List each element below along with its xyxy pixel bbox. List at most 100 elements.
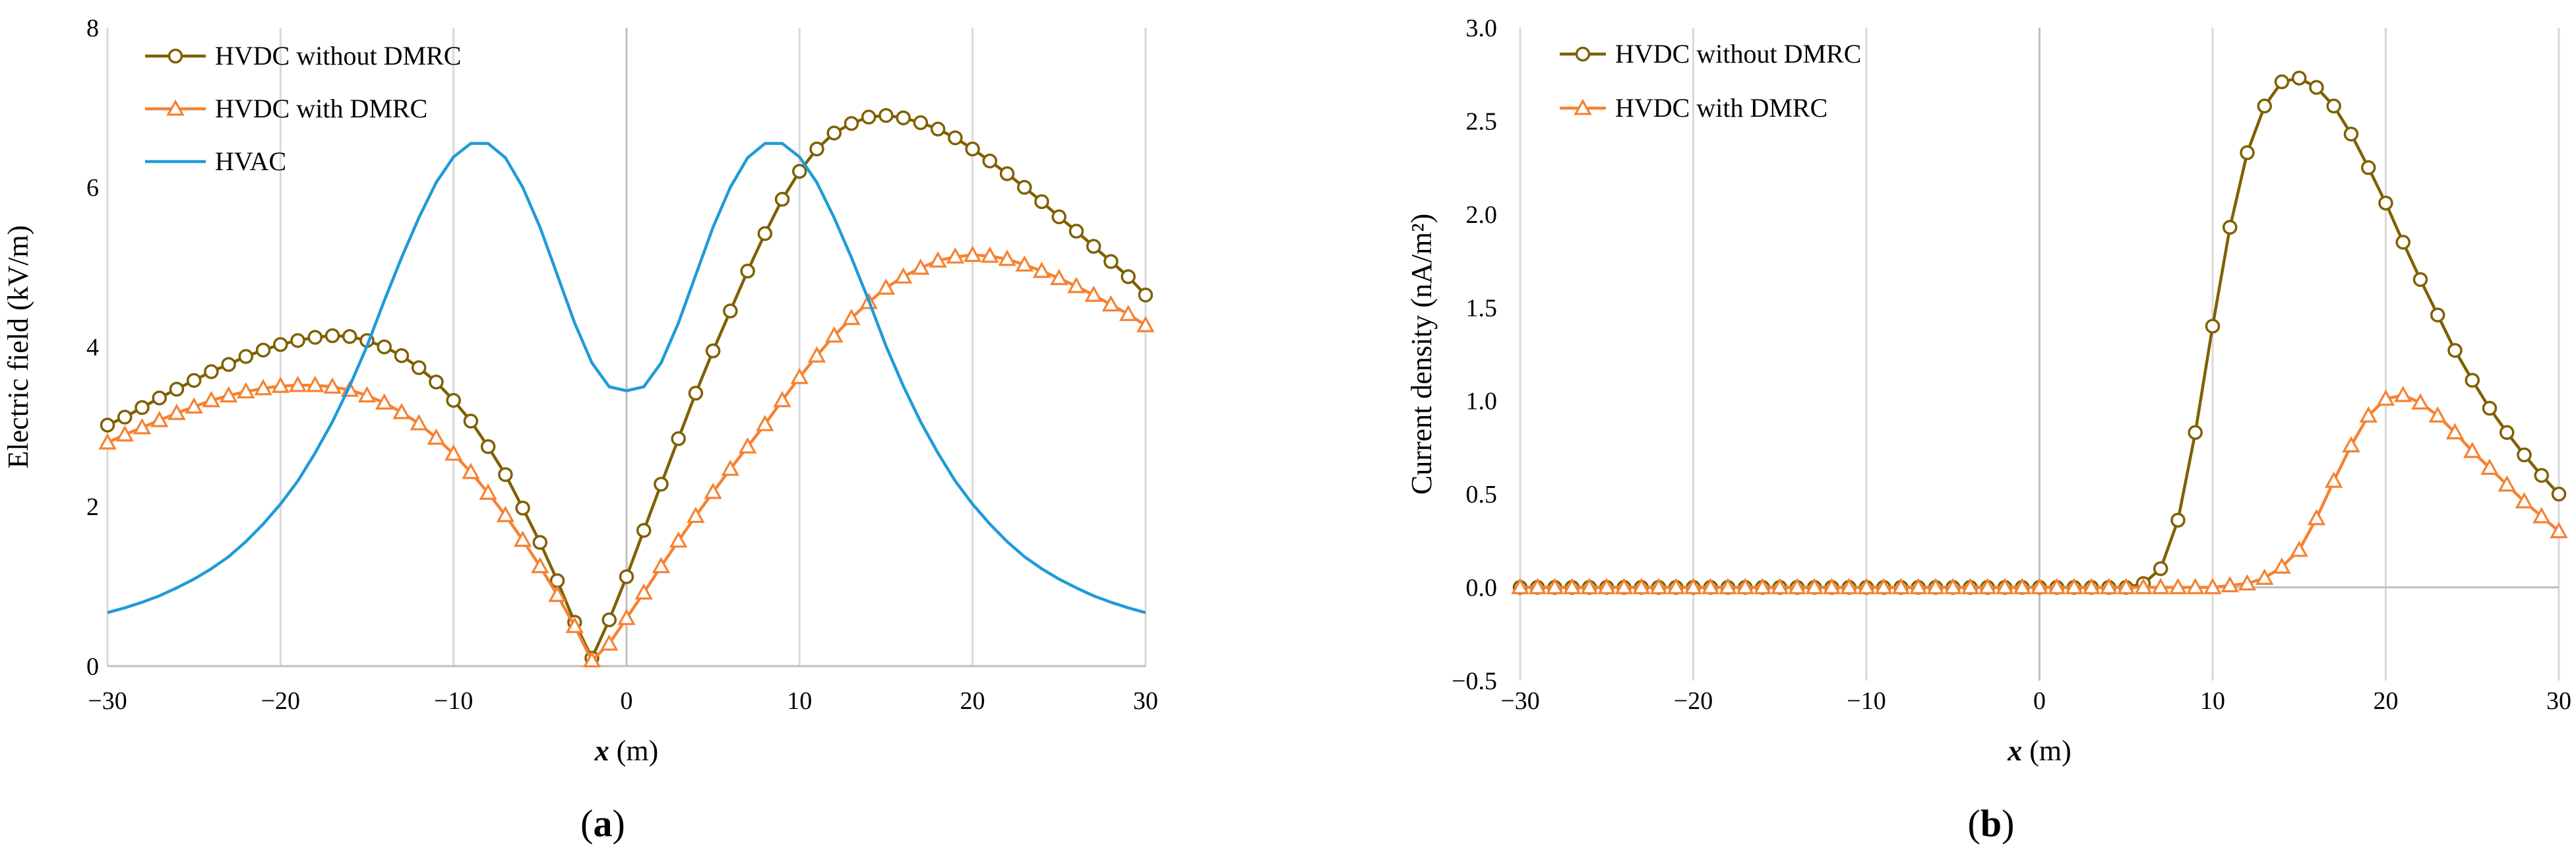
data-point-a-0-58 <box>1103 254 1119 269</box>
data-point-a-0-51 <box>982 153 998 169</box>
data-point-a-0-23 <box>498 467 513 482</box>
data-point-a-0-49 <box>948 130 963 146</box>
data-point-b-1-33 <box>2082 578 2101 594</box>
legend-marker-a-1 <box>166 99 185 116</box>
data-point-b-1-5 <box>1597 578 1616 594</box>
data-point-a-1-29 <box>600 634 619 651</box>
data-point-a-1-2 <box>133 417 152 435</box>
data-point-a-0-43 <box>843 115 859 131</box>
data-point-b-1-4 <box>1580 578 1599 594</box>
data-point-b-1-54 <box>2445 423 2465 440</box>
panel-label-b: (b) <box>1968 802 2015 845</box>
xtick-label-a-0: −30 <box>88 687 127 715</box>
series-b-1 <box>1511 385 2568 594</box>
data-point-a-1-32 <box>652 557 671 574</box>
data-point-a-1-21 <box>462 462 480 479</box>
data-point-a-1-31 <box>634 583 653 600</box>
data-point-b-1-31 <box>2048 578 2066 594</box>
data-point-b-1-60 <box>2550 522 2568 539</box>
data-point-a-1-18 <box>410 414 428 431</box>
data-point-a-0-47 <box>913 115 929 131</box>
ytick-label-a-0: 0 <box>86 653 99 681</box>
legend-entry-b-1: HVDC with DMRC <box>1560 93 1827 123</box>
data-point-a-1-47 <box>911 258 930 275</box>
data-point-a-1-4 <box>168 404 186 420</box>
data-point-a-0-10 <box>273 337 288 352</box>
data-point-b-0-38 <box>2170 512 2186 528</box>
xtick-label-b-3: 0 <box>2033 687 2046 715</box>
data-point-a-0-48 <box>930 121 946 137</box>
data-point-a-1-19 <box>427 428 446 445</box>
data-point-b-0-49 <box>2361 160 2376 175</box>
legend-label-a-0: HVDC without DMRC <box>215 41 461 71</box>
data-point-b-1-26 <box>1961 578 1980 594</box>
data-point-a-0-31 <box>636 523 652 538</box>
data-point-a-1-22 <box>479 483 497 500</box>
xtick-label-b-2: −10 <box>1847 687 1886 715</box>
data-point-a-1-13 <box>323 377 342 394</box>
data-point-b-1-27 <box>1978 578 1997 594</box>
data-point-a-1-34 <box>687 506 705 523</box>
data-point-a-0-5 <box>186 373 202 388</box>
legend-label-a-1: HVDC with DMRC <box>215 94 427 123</box>
data-point-a-1-39 <box>773 390 791 408</box>
data-point-b-1-37 <box>2151 578 2170 594</box>
data-point-a-1-36 <box>721 459 740 476</box>
data-point-a-0-24 <box>515 501 530 516</box>
data-point-b-0-60 <box>2551 486 2567 502</box>
data-point-a-0-32 <box>654 476 669 492</box>
data-point-b-1-51 <box>2394 385 2412 402</box>
data-point-a-0-39 <box>774 191 790 207</box>
data-point-b-1-21 <box>1874 578 1893 594</box>
xtick-label-b-5: 20 <box>2374 687 2399 715</box>
data-point-a-1-56 <box>1067 276 1086 293</box>
data-point-b-0-48 <box>2343 126 2359 142</box>
data-point-a-0-14 <box>342 329 357 344</box>
data-point-b-1-59 <box>2532 506 2551 524</box>
data-point-b-0-51 <box>2395 235 2410 250</box>
data-point-a-1-24 <box>513 530 532 547</box>
chart-panel-a: 0 2 4 6 8 −30 −20 −10 0 10 20 30 Electric field (kV/… <box>2 15 1158 845</box>
data-point-b-0-57 <box>2499 425 2515 441</box>
data-point-b-1-15 <box>1771 578 1789 594</box>
data-point-b-0-47 <box>2326 98 2341 114</box>
data-point-b-1-13 <box>1736 578 1754 594</box>
y-axis-label-a: Electric field (kV/m) <box>2 226 34 469</box>
data-point-b-0-46 <box>2309 80 2324 95</box>
legend-b: HVDC without DMRC HVDC with DMRC <box>1560 39 1861 123</box>
data-point-b-1-35 <box>2117 578 2135 594</box>
data-point-a-1-0 <box>98 433 117 450</box>
xtick-label-a-4: 10 <box>787 687 812 715</box>
ytick-label-b-6: 2.5 <box>1466 107 1498 135</box>
data-point-b-1-50 <box>2376 389 2395 406</box>
data-point-a-0-57 <box>1086 239 1101 254</box>
data-point-a-0-36 <box>723 303 738 319</box>
data-point-b-1-9 <box>1667 578 1685 594</box>
data-point-b-1-40 <box>2203 578 2222 594</box>
data-point-b-1-12 <box>1719 578 1737 594</box>
legend-entry-a-2: HVAC <box>145 146 286 176</box>
legend-a: HVDC without DMRC HVDC with DMRC HVAC <box>145 41 461 176</box>
data-point-b-0-53 <box>2430 307 2445 322</box>
data-point-a-0-20 <box>446 392 461 408</box>
data-point-b-1-23 <box>1909 578 1928 594</box>
data-point-a-1-3 <box>150 411 169 427</box>
data-point-a-0-4 <box>169 381 185 397</box>
data-point-a-0-7 <box>221 357 236 372</box>
data-point-a-0-25 <box>532 535 548 550</box>
x-axis-label-unit-a: (m) <box>609 735 659 767</box>
data-point-a-0-50 <box>965 141 980 157</box>
data-point-a-0-12 <box>307 330 323 345</box>
data-point-a-1-28 <box>582 651 601 667</box>
data-point-a-1-8 <box>237 382 255 399</box>
data-point-a-0-18 <box>411 360 427 375</box>
ytick-label-a-3: 6 <box>86 174 99 202</box>
data-point-a-1-20 <box>444 444 463 461</box>
data-point-b-1-25 <box>1944 578 1962 594</box>
data-point-a-1-53 <box>1015 255 1034 272</box>
data-point-b-1-22 <box>1891 578 1911 594</box>
data-point-a-1-7 <box>219 386 238 403</box>
ytick-label-b-7: 3.0 <box>1466 15 1498 42</box>
data-point-a-1-5 <box>185 397 203 414</box>
data-point-a-0-11 <box>290 333 305 348</box>
